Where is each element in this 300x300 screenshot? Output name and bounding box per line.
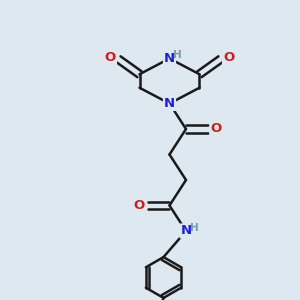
Text: N: N	[164, 52, 175, 65]
Text: O: O	[134, 199, 145, 212]
Text: N: N	[180, 224, 192, 238]
Text: O: O	[223, 51, 234, 64]
Text: O: O	[210, 122, 222, 136]
Text: O: O	[105, 51, 116, 64]
Text: H: H	[190, 223, 199, 233]
Text: N: N	[164, 97, 175, 110]
Text: H: H	[173, 50, 182, 60]
